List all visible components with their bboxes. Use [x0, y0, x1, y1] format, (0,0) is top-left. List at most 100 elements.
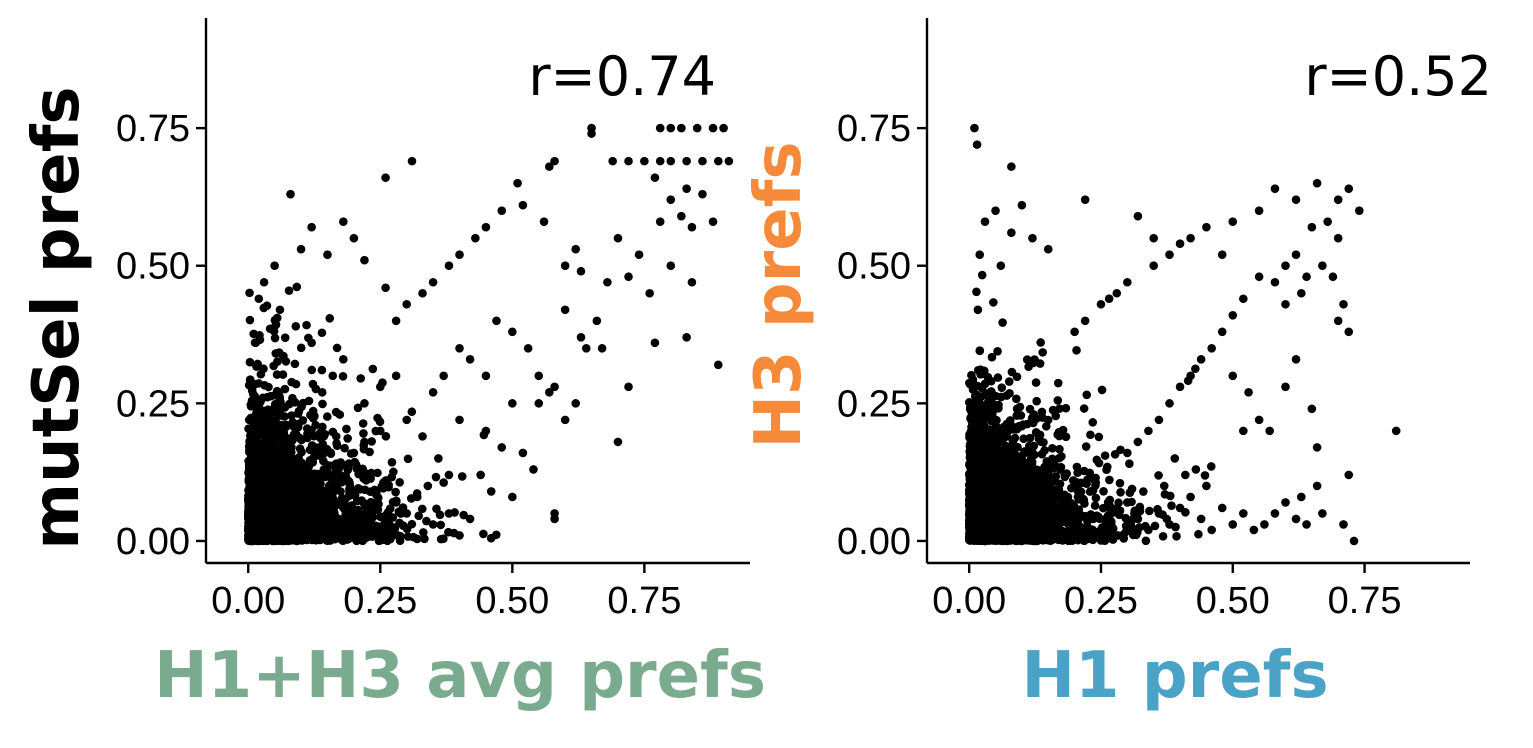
scatter-point [254, 533, 264, 543]
scatter-point [455, 531, 464, 540]
scatter-point [263, 392, 272, 402]
scatter-point [339, 355, 348, 364]
scatter-point [972, 287, 981, 297]
scatter-point [293, 507, 303, 516]
scatter-point [313, 501, 323, 511]
scatter-point [698, 156, 707, 166]
scatter-point [513, 178, 522, 188]
scatter-point [269, 502, 278, 512]
scatter-point [1125, 488, 1135, 497]
scatter-point [250, 515, 259, 524]
scatter-point [319, 456, 328, 466]
scatter-point [245, 375, 255, 384]
scatter-point [698, 189, 707, 199]
scatter-point [724, 156, 734, 166]
scatter-point [677, 211, 686, 221]
scatter-point [245, 522, 254, 532]
scatter-point [414, 511, 424, 521]
scatter-point [317, 430, 327, 439]
scatter-point [1025, 404, 1035, 414]
scatter-point [257, 445, 267, 455]
scatter-point [360, 437, 369, 447]
scatter-point [250, 391, 260, 401]
scatter-point [385, 504, 395, 513]
scatter-point [624, 156, 633, 166]
scatter-point [245, 288, 254, 298]
scatter-point [388, 513, 398, 522]
scatter-point [581, 344, 591, 353]
scatter-point [292, 282, 302, 292]
scatter-point [597, 344, 607, 353]
scatter-point [286, 447, 296, 457]
scatter-point [523, 344, 533, 353]
scatter-point [403, 454, 413, 464]
scatter-point [366, 468, 376, 478]
scatter-point [634, 250, 644, 260]
scatter-point [254, 379, 263, 388]
scatter-point [455, 344, 464, 353]
scatter-point [455, 415, 464, 425]
scatter-point [287, 411, 296, 420]
scatter-point [337, 494, 347, 503]
scatter-point [560, 261, 570, 271]
scatter-point [253, 359, 262, 369]
scatter-point [407, 156, 417, 166]
x-axis-title: H1+H3 avg prefs [154, 639, 766, 713]
scatter-point [280, 333, 290, 342]
scatter-point [367, 437, 376, 446]
scatter-point [280, 536, 289, 545]
scatter-point [301, 461, 311, 470]
scatter-point [332, 343, 342, 353]
scatter-point [1055, 444, 1064, 454]
scatter-point [419, 528, 428, 537]
scatter-point [650, 173, 660, 182]
x-tick-label: 0.25 [1064, 580, 1138, 622]
scatter-point [1022, 419, 1032, 429]
scatter-point [624, 382, 633, 392]
scatter-point [476, 470, 485, 480]
x-tick-label: 0.50 [475, 580, 549, 622]
scatter-panel-left: 0.000.250.500.750.00 0.25 0.50 0.75r=0.74H1… [20, 18, 766, 713]
scatter-point [295, 433, 304, 443]
scatter-point [269, 327, 279, 336]
scatter-point [272, 313, 282, 323]
scatter-point [391, 498, 401, 507]
scatter-point [331, 527, 341, 536]
scatter-point [259, 277, 269, 287]
scatter-point [613, 233, 623, 243]
scatter-point [370, 531, 380, 540]
scatter-point [1012, 372, 1022, 382]
scatter-point [316, 450, 326, 459]
scatter-point [375, 417, 385, 427]
scatter-point [365, 447, 374, 457]
scatter-point [497, 206, 507, 215]
scatter-point [256, 405, 265, 414]
scatter-point [603, 277, 612, 287]
scatter-point [471, 233, 480, 243]
scatter-point [245, 357, 255, 367]
scatter-point [271, 320, 281, 330]
scatter-point [571, 399, 581, 408]
scatter-point [402, 415, 411, 425]
scatter-point [359, 429, 368, 438]
scatter-point [317, 328, 327, 338]
scatter-point [245, 496, 254, 506]
scatter-point [318, 399, 327, 409]
scatter-point [276, 530, 286, 539]
scatter-point [423, 481, 433, 491]
scatter-point [481, 222, 491, 232]
scatter-point [444, 261, 454, 271]
scatter-points [243, 123, 734, 546]
scatter-point [422, 516, 431, 526]
scatter-point [349, 233, 359, 243]
scatter-point [252, 430, 261, 439]
scatter-point [343, 434, 352, 443]
scatter-point [353, 403, 363, 413]
scatter-point [274, 348, 284, 357]
scatter-point [270, 261, 279, 271]
scatter-point [1105, 475, 1114, 485]
scatter-point [539, 217, 549, 226]
scatter-point [344, 534, 354, 544]
scatter-point [326, 521, 336, 531]
